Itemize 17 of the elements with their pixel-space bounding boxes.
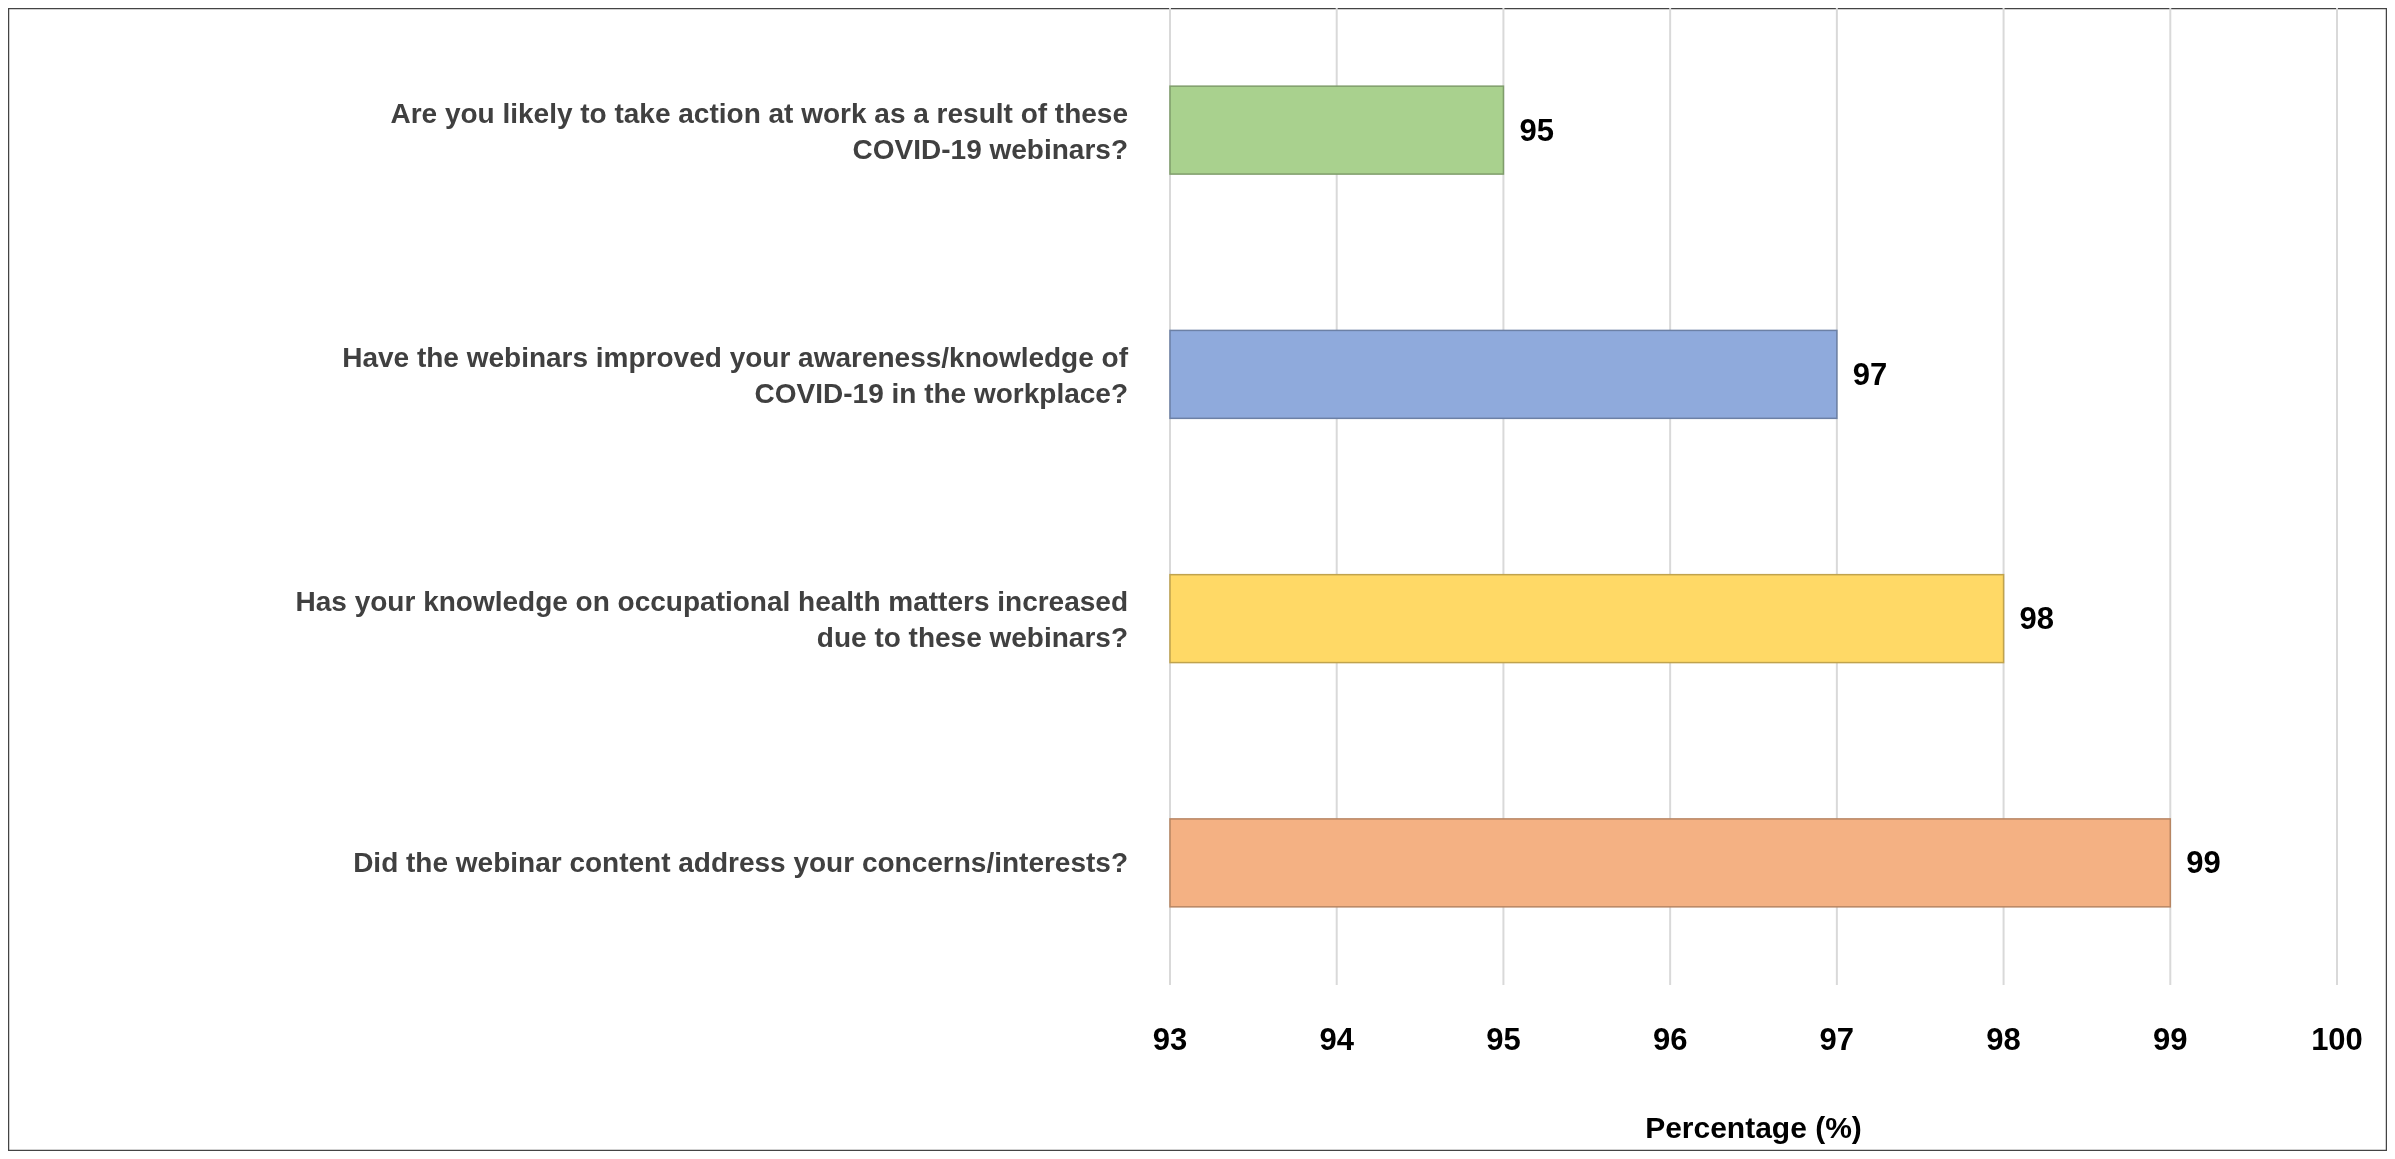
x-tick-label: 99 (2153, 1021, 2188, 1057)
data-label: 97 (1852, 356, 1888, 392)
y-tick-label: Are you likely to take action at work as a result of these COVID-19 webinars? (390, 97, 1128, 165)
y-tick-label: Did the webinar content address your concerns/interests? (353, 847, 1128, 879)
data-label: 95 (1519, 112, 1554, 148)
x-tick-label: 98 (1986, 1021, 2021, 1057)
x-tick-label: 97 (1819, 1021, 1855, 1057)
data-label: 98 (2019, 601, 2055, 637)
x-tick-label: 94 (1319, 1021, 1355, 1057)
x-tick-label: 93 (1152, 1021, 1188, 1057)
x-tick-label: 95 (1486, 1021, 1521, 1057)
x-axis-title: Percentage (%) (1645, 1110, 1862, 1144)
x-tick-label: 96 (1652, 1021, 1688, 1057)
x-tick-label: 100 (2311, 1021, 2363, 1057)
data-label: 99 (2186, 845, 2221, 881)
y-tick-label: Has your knowledge on occupational health matters increased due to these webinars? (295, 586, 1128, 654)
y-tick-label: Have the webinars improved your awareness/knowledge of COVID-19 in the workplace? (342, 341, 1129, 409)
